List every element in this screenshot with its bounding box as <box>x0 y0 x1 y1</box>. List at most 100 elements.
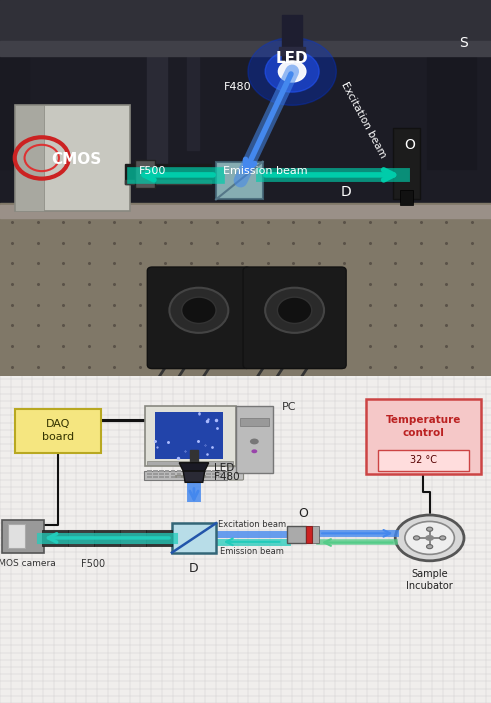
Text: D: D <box>189 562 199 576</box>
FancyBboxPatch shape <box>153 473 158 475</box>
FancyBboxPatch shape <box>94 530 120 546</box>
FancyBboxPatch shape <box>378 450 469 471</box>
Text: Sample
Incubator: Sample Incubator <box>406 569 453 591</box>
FancyBboxPatch shape <box>243 267 346 368</box>
Text: Temperature
control: Temperature control <box>386 415 461 438</box>
Circle shape <box>427 545 433 548</box>
FancyBboxPatch shape <box>147 461 233 465</box>
FancyBboxPatch shape <box>400 190 413 205</box>
Circle shape <box>427 527 433 531</box>
FancyBboxPatch shape <box>15 105 44 211</box>
Circle shape <box>395 515 464 561</box>
FancyBboxPatch shape <box>366 399 481 474</box>
FancyBboxPatch shape <box>155 412 223 460</box>
FancyBboxPatch shape <box>177 473 181 475</box>
FancyBboxPatch shape <box>147 473 152 475</box>
Circle shape <box>265 288 324 333</box>
Text: 32 °C: 32 °C <box>410 456 437 465</box>
Text: F480: F480 <box>224 82 252 91</box>
FancyBboxPatch shape <box>159 476 164 478</box>
FancyBboxPatch shape <box>172 523 216 553</box>
FancyBboxPatch shape <box>183 473 187 475</box>
Bar <box>0 205 491 218</box>
FancyBboxPatch shape <box>177 470 181 472</box>
FancyBboxPatch shape <box>200 470 205 472</box>
FancyBboxPatch shape <box>287 527 306 543</box>
FancyBboxPatch shape <box>15 105 130 211</box>
FancyBboxPatch shape <box>240 418 269 426</box>
FancyBboxPatch shape <box>159 470 164 472</box>
FancyBboxPatch shape <box>159 473 164 475</box>
FancyBboxPatch shape <box>165 473 169 475</box>
Bar <box>125 180 211 184</box>
FancyBboxPatch shape <box>42 530 68 546</box>
Circle shape <box>250 439 259 444</box>
FancyBboxPatch shape <box>194 473 199 475</box>
FancyBboxPatch shape <box>236 406 273 472</box>
Circle shape <box>265 51 319 92</box>
FancyBboxPatch shape <box>165 470 169 472</box>
FancyBboxPatch shape <box>153 476 158 478</box>
FancyBboxPatch shape <box>212 476 217 478</box>
Circle shape <box>425 535 434 541</box>
Circle shape <box>248 37 336 105</box>
Circle shape <box>277 297 312 323</box>
FancyBboxPatch shape <box>189 473 193 475</box>
FancyBboxPatch shape <box>147 470 152 472</box>
FancyBboxPatch shape <box>306 527 312 543</box>
FancyBboxPatch shape <box>183 476 187 478</box>
Text: S: S <box>460 37 468 50</box>
FancyBboxPatch shape <box>194 476 199 478</box>
Text: CMOS: CMOS <box>51 153 101 167</box>
FancyBboxPatch shape <box>2 520 44 553</box>
Text: DAQ
board: DAQ board <box>42 419 74 442</box>
Text: Emission beam: Emission beam <box>219 547 284 556</box>
Bar <box>279 47 305 55</box>
Text: PC: PC <box>282 402 297 412</box>
Text: O: O <box>405 138 415 152</box>
Polygon shape <box>179 463 209 471</box>
Bar <box>190 450 198 463</box>
FancyBboxPatch shape <box>8 524 25 548</box>
Bar <box>0 203 491 376</box>
FancyBboxPatch shape <box>183 470 187 472</box>
FancyBboxPatch shape <box>228 467 244 480</box>
FancyBboxPatch shape <box>177 476 181 478</box>
Circle shape <box>251 449 257 453</box>
FancyBboxPatch shape <box>146 530 172 546</box>
FancyBboxPatch shape <box>189 476 193 478</box>
FancyBboxPatch shape <box>393 128 420 200</box>
FancyBboxPatch shape <box>216 162 263 200</box>
FancyBboxPatch shape <box>171 470 175 472</box>
FancyBboxPatch shape <box>212 473 217 475</box>
FancyBboxPatch shape <box>312 527 319 543</box>
FancyBboxPatch shape <box>206 476 211 478</box>
Bar <box>0 41 491 56</box>
Text: CMOS camera: CMOS camera <box>0 559 55 568</box>
FancyBboxPatch shape <box>200 473 205 475</box>
FancyBboxPatch shape <box>171 473 175 475</box>
Text: Excitation beam: Excitation beam <box>218 520 286 529</box>
Circle shape <box>439 536 446 540</box>
Bar <box>0 0 29 169</box>
Text: LED: LED <box>214 463 234 472</box>
FancyBboxPatch shape <box>171 476 175 478</box>
FancyBboxPatch shape <box>212 470 217 472</box>
Bar <box>0 0 491 45</box>
FancyBboxPatch shape <box>153 470 158 472</box>
Text: F480: F480 <box>214 472 239 482</box>
Bar <box>0 0 491 218</box>
Bar <box>125 164 211 184</box>
FancyBboxPatch shape <box>194 470 199 472</box>
Circle shape <box>182 297 216 323</box>
FancyBboxPatch shape <box>147 267 250 368</box>
FancyBboxPatch shape <box>218 470 222 472</box>
Text: O: O <box>298 507 308 520</box>
Circle shape <box>278 61 306 82</box>
Bar <box>427 0 476 169</box>
FancyBboxPatch shape <box>135 160 155 188</box>
FancyBboxPatch shape <box>147 476 152 478</box>
FancyBboxPatch shape <box>206 470 211 472</box>
Bar <box>282 15 302 60</box>
FancyBboxPatch shape <box>218 476 222 478</box>
